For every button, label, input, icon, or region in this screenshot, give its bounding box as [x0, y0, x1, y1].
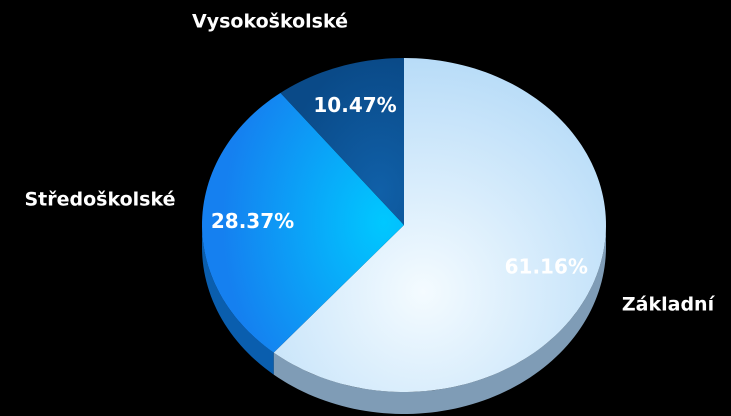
pie-slice [273, 58, 606, 392]
category-label: Základní [622, 294, 716, 316]
pie-slice [202, 92, 404, 353]
category-label: Vysokoškolské [192, 11, 348, 33]
value-label: 28.37% [211, 209, 294, 233]
pie-side [202, 225, 274, 375]
value-label: 10.47% [313, 93, 396, 117]
pie-slice [280, 58, 404, 225]
category-label: Středoškolské [25, 189, 176, 211]
value-label: 61.16% [505, 255, 588, 279]
pie-side [273, 225, 606, 414]
